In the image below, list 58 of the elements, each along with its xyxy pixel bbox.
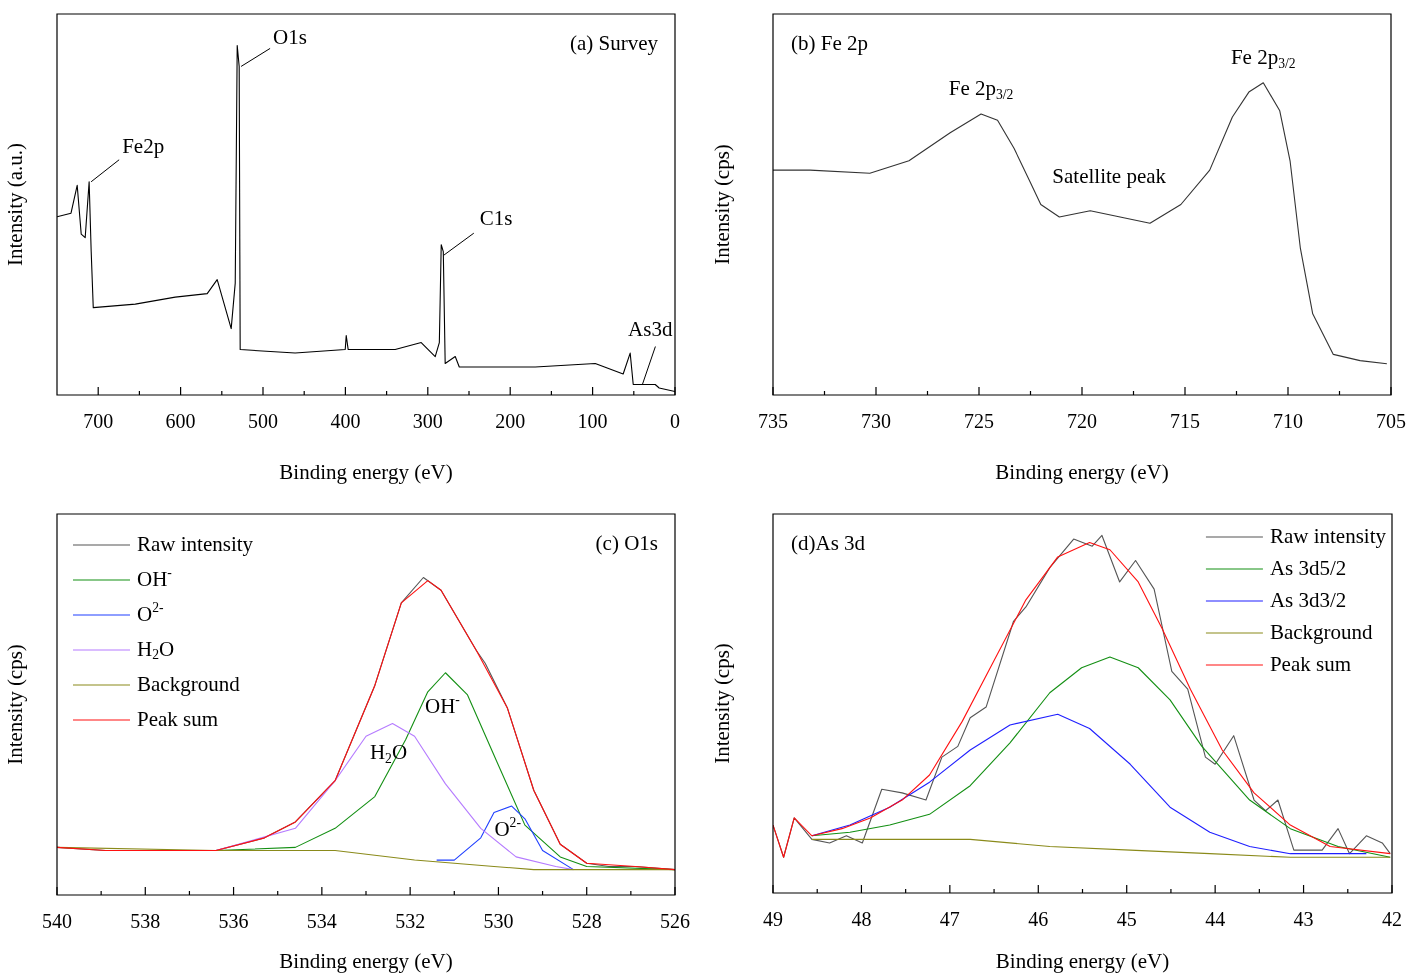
- x-tick-label: 100: [577, 410, 608, 433]
- x-tick-label: 600: [165, 410, 196, 433]
- legend-label: As 3d3/2: [1269, 587, 1347, 612]
- x-tick-label: 42: [1382, 908, 1402, 931]
- y-axis-title: Intensity (cps): [710, 643, 735, 764]
- x-tick-label: 528: [571, 910, 602, 933]
- x-tick-label: 49: [763, 908, 783, 931]
- legend-label: Raw intensity: [1269, 523, 1387, 548]
- x-tick-label: 705: [1376, 410, 1406, 433]
- x-tick-label: 540: [42, 910, 72, 933]
- legend-label: Peak sum: [1269, 651, 1351, 676]
- chart-title: (b) Fe 2p: [791, 30, 868, 55]
- x-tick-label: 47: [939, 908, 960, 931]
- legend-label: As 3d5/2: [1269, 555, 1347, 580]
- x-tick-label: 0: [670, 410, 680, 433]
- x-tick-label: 725: [964, 410, 994, 433]
- legend-label: Background: [137, 671, 241, 696]
- x-tick-label: 538: [130, 910, 161, 933]
- x-axis-title: Binding energy (eV): [995, 948, 1170, 973]
- legend-label: Background: [1269, 619, 1374, 644]
- legend-label: OH-: [137, 564, 173, 591]
- legend-label: Peak sum: [137, 706, 219, 731]
- x-tick-label: 720: [1067, 410, 1097, 433]
- x-tick-label: 710: [1273, 410, 1303, 433]
- x-tick-label: 536: [218, 910, 249, 933]
- chart-title: (c) O1s: [595, 530, 659, 555]
- x-tick-label: 43: [1293, 908, 1314, 931]
- x-tick-label: 45: [1116, 908, 1137, 931]
- y-axis-title: Intensity (a.u.): [3, 142, 28, 267]
- x-tick-label: 48: [851, 908, 872, 931]
- x-tick-label: 300: [412, 410, 443, 433]
- x-tick-label: 44: [1205, 908, 1226, 931]
- x-tick-label: 700: [83, 410, 114, 433]
- x-tick-label: 200: [495, 410, 526, 433]
- annotation: Satellite peak: [1052, 164, 1167, 189]
- x-tick-label: 526: [660, 910, 690, 933]
- annotation: OH-: [425, 692, 461, 719]
- legend-label: Raw intensity: [137, 531, 254, 556]
- annotation: O1s: [273, 24, 307, 49]
- x-tick-label: 530: [483, 910, 514, 933]
- x-tick-label: 400: [330, 410, 361, 433]
- annotation: C1s: [479, 205, 513, 230]
- x-tick-label: 715: [1170, 410, 1200, 433]
- chart-title: (d)As 3d: [791, 530, 866, 555]
- y-axis-title: Intensity (cps): [710, 144, 735, 265]
- x-axis-title: Binding energy (eV): [279, 948, 453, 973]
- x-tick-label: 534: [306, 910, 337, 933]
- chart-title: (a) Survey: [569, 30, 659, 55]
- y-axis-title: Intensity (cps): [3, 644, 28, 765]
- x-tick-label: 46: [1028, 908, 1049, 931]
- x-tick-label: 500: [248, 410, 278, 433]
- annotation: As3d: [628, 317, 673, 342]
- x-axis-title: Binding energy (eV): [995, 459, 1169, 484]
- x-tick-label: 532: [395, 910, 426, 933]
- x-tick-label: 730: [861, 410, 891, 433]
- annotation: Fe2p: [122, 134, 165, 159]
- x-axis-title: Binding energy (eV): [279, 459, 453, 484]
- x-tick-label: 735: [758, 410, 788, 433]
